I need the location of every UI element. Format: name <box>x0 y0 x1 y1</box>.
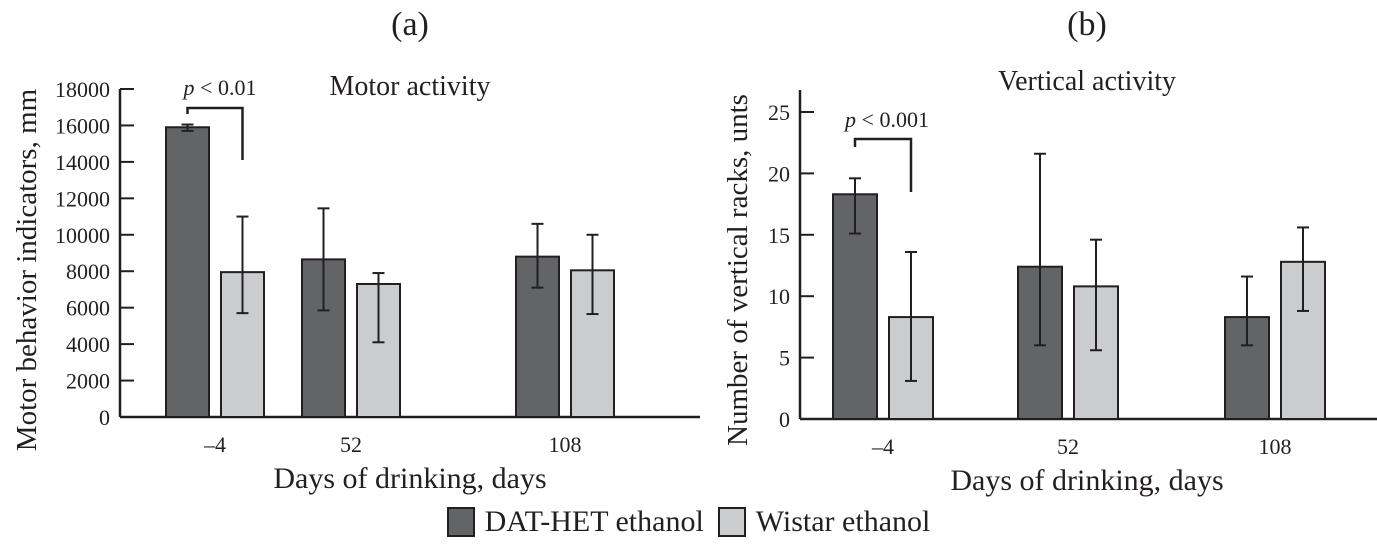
y-tick-label: 16000 <box>55 113 110 138</box>
legend-swatch-dat-het <box>446 507 475 537</box>
legend-item-dat-het: DAT-HET ethanol <box>446 505 704 539</box>
legend-item-wistar: Wistar ethanol <box>717 505 931 539</box>
y-tick-label: 15 <box>768 223 790 248</box>
legend-label-dat-het: DAT-HET ethanol <box>484 505 704 538</box>
y-tick-label: 5 <box>779 346 790 371</box>
y-tick-label: 10 <box>768 284 790 309</box>
panel-label: (a) <box>391 6 429 43</box>
legend-label-wistar: Wistar ethanol <box>755 505 931 538</box>
significance-value: < 0.001 <box>856 107 929 132</box>
y-tick-label: 2000 <box>66 369 110 394</box>
significance-p: p <box>182 75 195 100</box>
significance-label: p < 0.001 <box>843 107 929 132</box>
x-tick-label: 52 <box>1057 434 1079 459</box>
y-axis-label: Motor behavior indicators, mm <box>11 88 43 451</box>
x-tick-label: 108 <box>549 432 582 457</box>
y-tick-label: 4000 <box>66 332 110 357</box>
significance-label: p < 0.01 <box>182 75 257 100</box>
y-tick-label: 25 <box>768 100 790 125</box>
y-tick-label: 0 <box>779 407 790 432</box>
legend: DAT-HET ethanol Wistar ethanol <box>0 505 1377 539</box>
y-tick-label: 10000 <box>55 223 110 248</box>
bar-dat-het <box>165 126 210 419</box>
significance-bracket <box>853 137 913 192</box>
significance-bracket <box>186 106 244 160</box>
x-tick-label: –4 <box>871 434 894 459</box>
legend-swatch-wistar <box>717 507 746 537</box>
y-axis-label: Number of vertical racks, unts <box>722 94 754 446</box>
chart-title: Vertical activity <box>998 66 1176 97</box>
x-axis-label: Days of drinking, days <box>950 464 1223 497</box>
y-tick-label: 20 <box>768 161 790 186</box>
y-tick-label: 0 <box>99 405 110 430</box>
x-tick-label: 52 <box>340 432 362 457</box>
y-tick-label: 12000 <box>55 186 110 211</box>
y-tick-label: 18000 <box>55 77 110 102</box>
panel-label: (b) <box>1067 6 1107 43</box>
significance-value: < 0.01 <box>195 75 257 100</box>
x-tick-label: –4 <box>203 432 226 457</box>
significance-p: p <box>843 107 856 132</box>
y-tick-label: 14000 <box>55 150 110 175</box>
y-tick-label: 6000 <box>66 296 110 321</box>
x-tick-label: 108 <box>1259 434 1292 459</box>
chart-title: Motor activity <box>330 71 491 102</box>
y-tick-label: 8000 <box>66 259 110 284</box>
x-axis-label: Days of drinking, days <box>273 462 546 495</box>
